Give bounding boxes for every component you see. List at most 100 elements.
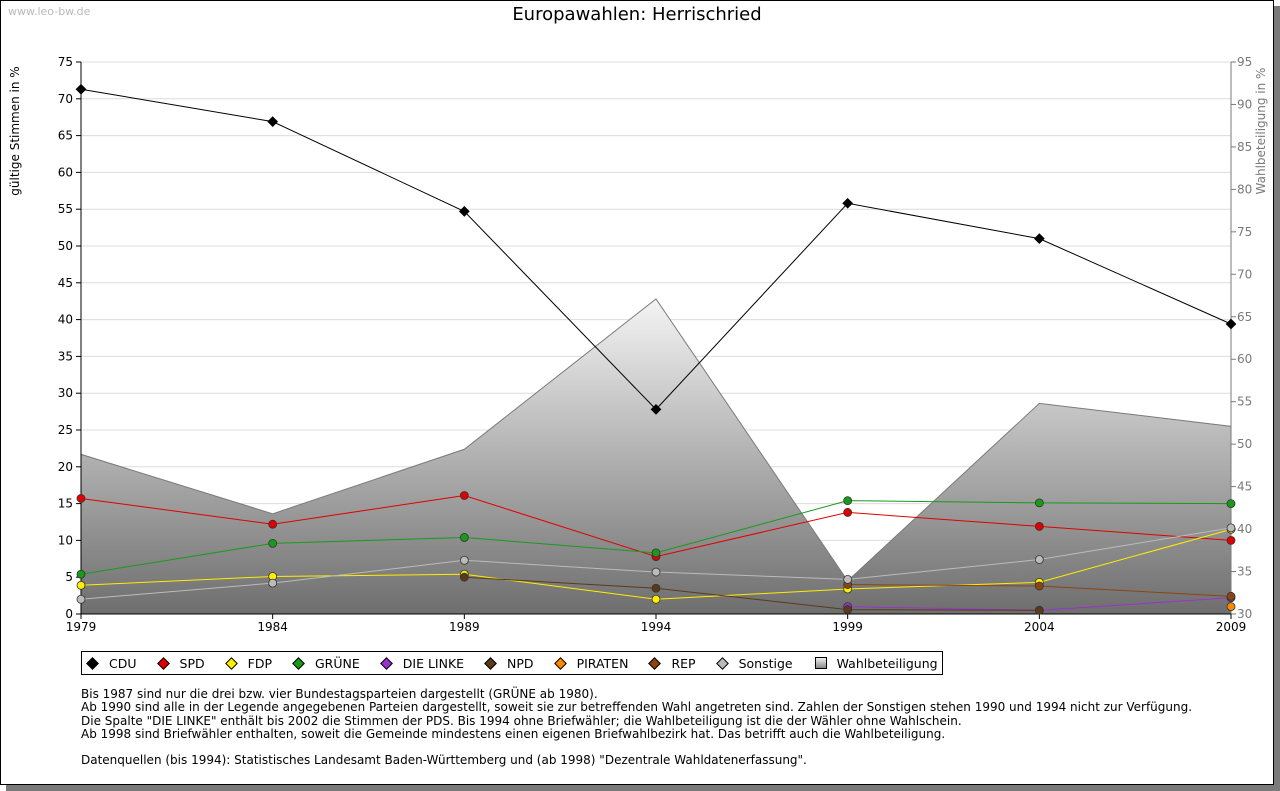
- legend-marker: [715, 656, 729, 670]
- data-point-npd: [651, 583, 661, 593]
- y-right-tick-label: 50: [1237, 437, 1252, 451]
- data-point-gr-ne: [268, 538, 278, 548]
- y-right-tick-label: 45: [1237, 480, 1252, 494]
- data-point-fdp: [651, 594, 661, 604]
- y-right-tick-label: 60: [1237, 352, 1252, 366]
- legend-label: DIE LINKE: [402, 655, 465, 671]
- y-tick-label: 25: [58, 423, 73, 437]
- data-point-cdu: [842, 197, 854, 209]
- legend-item: SPD: [156, 656, 205, 671]
- series-line-npd: [464, 576, 1040, 611]
- legend-item: NPD: [484, 655, 534, 671]
- legend-marker: [648, 656, 662, 670]
- y-tick-label: 20: [58, 460, 73, 474]
- legend-marker: [379, 656, 393, 670]
- data-point-spd: [76, 494, 86, 503]
- data-point-spd: [1034, 522, 1044, 531]
- legend-label: Wahlbeteiligung: [836, 655, 938, 671]
- legend-item: Wahlbeteiligung: [814, 655, 938, 671]
- legend-item: CDU: [86, 655, 137, 671]
- turnout-area: [80, 298, 1232, 615]
- note-line: Bis 1987 sind nur die drei bzw. vier Bun…: [81, 687, 598, 701]
- y-tick-label: 15: [58, 497, 73, 511]
- y-tick-label: 45: [58, 276, 73, 290]
- data-point-rep: [1034, 581, 1044, 591]
- y-right-tick-label: 70: [1237, 267, 1252, 281]
- data-point-cdu: [650, 404, 662, 415]
- data-point-gr-ne: [843, 496, 853, 506]
- y-tick-label: 70: [58, 92, 73, 106]
- legend-item: REP: [648, 655, 696, 671]
- y-tick-label: 40: [58, 313, 73, 327]
- x-tick-label: 1984: [257, 620, 288, 634]
- y-tick-label: 65: [58, 129, 73, 143]
- data-point-spd: [1226, 536, 1236, 545]
- x-tick-label: 2004: [1024, 620, 1055, 634]
- legend-label: FDP: [247, 655, 272, 671]
- legend-marker: [224, 656, 238, 670]
- note-line: Ab 1990 sind alle in der Legende angegeb…: [81, 700, 1193, 715]
- data-point-spd: [268, 519, 278, 529]
- data-point-gr-ne: [1034, 498, 1044, 508]
- data-point-sonstige: [268, 578, 278, 588]
- data-sources: Datenquellen (bis 1994): Statistisches L…: [81, 753, 807, 767]
- data-point-spd: [843, 508, 853, 517]
- y-right-tick-label: 90: [1237, 97, 1252, 111]
- legend-label: NPD: [507, 655, 534, 671]
- data-point-npd: [843, 605, 853, 614]
- legend-marker: [553, 656, 567, 670]
- data-point-sonstige: [843, 575, 853, 584]
- y-tick-label: 10: [58, 533, 73, 547]
- y-right-tick-label: 40: [1237, 522, 1252, 536]
- y-tick-label: 55: [58, 202, 73, 216]
- data-point-gr-ne: [1226, 499, 1236, 509]
- y-right-tick-label: 55: [1237, 395, 1252, 409]
- x-tick-label: 1989: [449, 620, 480, 634]
- y-right-tick-label: 75: [1237, 225, 1252, 239]
- data-point-gr-ne: [76, 569, 86, 579]
- data-point-sonstige: [459, 555, 469, 565]
- legend-item: DIE LINKE: [379, 655, 465, 671]
- data-point-npd: [1034, 605, 1044, 615]
- y-right-tick-label: 35: [1237, 565, 1252, 579]
- legend: CDU SPD FDP GRÜNE DIE LINKE NPD PIRATEN REP Sons…: [81, 651, 943, 675]
- chart-plot: 0 5 10 15 20 25 30 35 40 45 50 55 60 65 70 75 30 35 40 45 50…: [58, 55, 1253, 634]
- y-right-tick-label: 80: [1237, 182, 1252, 196]
- x-tick-label: 1979: [66, 620, 97, 634]
- data-point-cdu: [267, 116, 279, 127]
- y-right-tick-label: 30: [1237, 607, 1252, 621]
- y-tick-label: 60: [58, 165, 73, 179]
- data-point-sonstige: [1226, 523, 1236, 533]
- legend-item: Sonstige: [715, 655, 793, 671]
- y-right-tick-label: 65: [1237, 310, 1252, 324]
- data-point-sonstige: [76, 594, 86, 604]
- legend-label: GRÜNE: [314, 655, 360, 671]
- data-point-sonstige: [1034, 555, 1044, 564]
- notes: Bis 1987 sind nur die drei bzw. vier Bun…: [81, 687, 1193, 742]
- legend-label: CDU: [109, 655, 137, 671]
- data-point-npd: [459, 572, 469, 582]
- legend-item: GRÜNE: [292, 655, 360, 671]
- legend-swatch-box: [814, 657, 827, 669]
- note-line: Ab 1998 sind Briefwähler enthalten, sowe…: [81, 727, 946, 742]
- legend-item: PIRATEN: [553, 655, 629, 671]
- legend-marker: [292, 656, 305, 670]
- data-point-rep: [1226, 591, 1236, 601]
- data-point-fdp: [76, 580, 86, 590]
- x-tick-label: 1999: [832, 620, 863, 634]
- legend-marker: [156, 656, 170, 670]
- data-point-cdu: [458, 206, 470, 217]
- y-tick-label: 0: [65, 607, 73, 621]
- legend-item: FDP: [224, 655, 272, 671]
- y-tick-label: 35: [58, 349, 73, 363]
- legend-label: REP: [671, 655, 696, 671]
- legend-label: Sonstige: [738, 655, 793, 671]
- legend-marker: [86, 656, 99, 670]
- legend-label: PIRATEN: [576, 655, 629, 671]
- note-line: Die Spalte "DIE LINKE" enthält bis 2002 …: [81, 713, 962, 728]
- data-point-spd: [459, 491, 469, 500]
- data-point-cdu: [1033, 233, 1045, 245]
- data-point-cdu: [1225, 318, 1237, 330]
- y-right-tick-label: 85: [1237, 140, 1252, 154]
